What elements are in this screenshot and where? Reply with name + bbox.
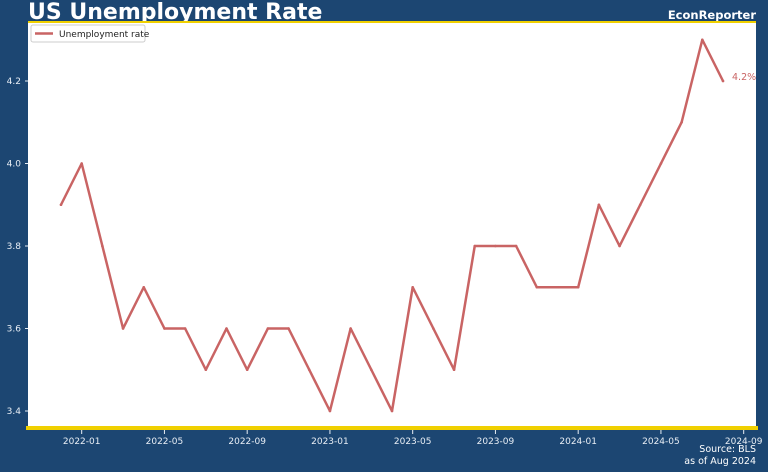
data-point: [183, 327, 187, 330]
data-point: [638, 203, 642, 207]
legend-label: Unemployment rate: [59, 30, 150, 40]
data-point: [576, 285, 580, 289]
end-value-label: 4.2%: [732, 72, 756, 83]
data-point: [432, 327, 435, 330]
y-tick-label: 4.2: [7, 77, 21, 87]
data-point: [328, 409, 332, 413]
plot-area: [28, 22, 756, 428]
data-point: [307, 368, 311, 372]
data-point: [514, 244, 518, 248]
data-point: [597, 203, 601, 207]
x-tick-label: 2023-05: [394, 437, 432, 447]
data-point: [349, 327, 352, 330]
data-point: [204, 368, 208, 372]
data-point: [101, 244, 104, 248]
x-tick-label: 2024-09: [725, 437, 763, 447]
x-tick-label: 2024-05: [642, 437, 680, 447]
data-point: [142, 285, 146, 289]
legend-box: [30, 24, 146, 43]
legend: Unemployment rate: [30, 24, 150, 43]
x-axis: 2022-01 2022-05 2022-09 2023-01 2023-05 2023-…: [63, 430, 763, 447]
data-point: [370, 368, 373, 372]
data-point: [287, 327, 290, 330]
data-point: [721, 79, 725, 83]
data-point: [121, 327, 125, 330]
data-point: [225, 327, 228, 330]
data-point: [701, 38, 704, 42]
data-point: [680, 120, 683, 124]
data-point: [59, 203, 63, 207]
data-point: [535, 285, 539, 289]
data-point: [452, 368, 456, 372]
x-tick-label: 2023-01: [311, 437, 349, 447]
x-tick-label: 2023-09: [477, 437, 515, 447]
top-accent-line: [28, 21, 756, 23]
data-point: [390, 409, 394, 413]
data-point: [494, 244, 497, 248]
brand-logo: EconReporter: [667, 8, 756, 22]
y-tick-label: 3.8: [7, 242, 22, 252]
data-point: [411, 285, 414, 289]
data-point: [473, 244, 477, 248]
data-point: [618, 244, 621, 248]
series-group: [59, 38, 725, 413]
source-text: Source: BLS: [699, 444, 756, 455]
as-of-text: as of Aug 2024: [684, 456, 756, 467]
x-tick-label: 2022-09: [228, 437, 266, 447]
bottom-accent-bar: [26, 426, 758, 430]
x-tick-label: 2022-05: [146, 437, 184, 447]
data-point: [659, 162, 663, 165]
data-point: [245, 368, 249, 372]
data-point: [266, 327, 270, 330]
y-tick-label: 3.4: [7, 407, 22, 417]
data-point: [163, 327, 166, 330]
y-tick-label: 3.6: [7, 325, 22, 335]
x-tick-label: 2022-01: [63, 437, 101, 447]
x-tick-label: 2024-01: [559, 437, 597, 447]
chart-title: US Unemployment Rate: [28, 0, 323, 25]
source-note: Source: BLS as of Aug 2024: [684, 444, 756, 468]
data-point: [556, 285, 559, 289]
data-point: [80, 162, 83, 165]
y-tick-label: 4.0: [7, 160, 22, 170]
y-axis: 3.4 3.6 3.8 4.0 4.2: [7, 77, 28, 417]
